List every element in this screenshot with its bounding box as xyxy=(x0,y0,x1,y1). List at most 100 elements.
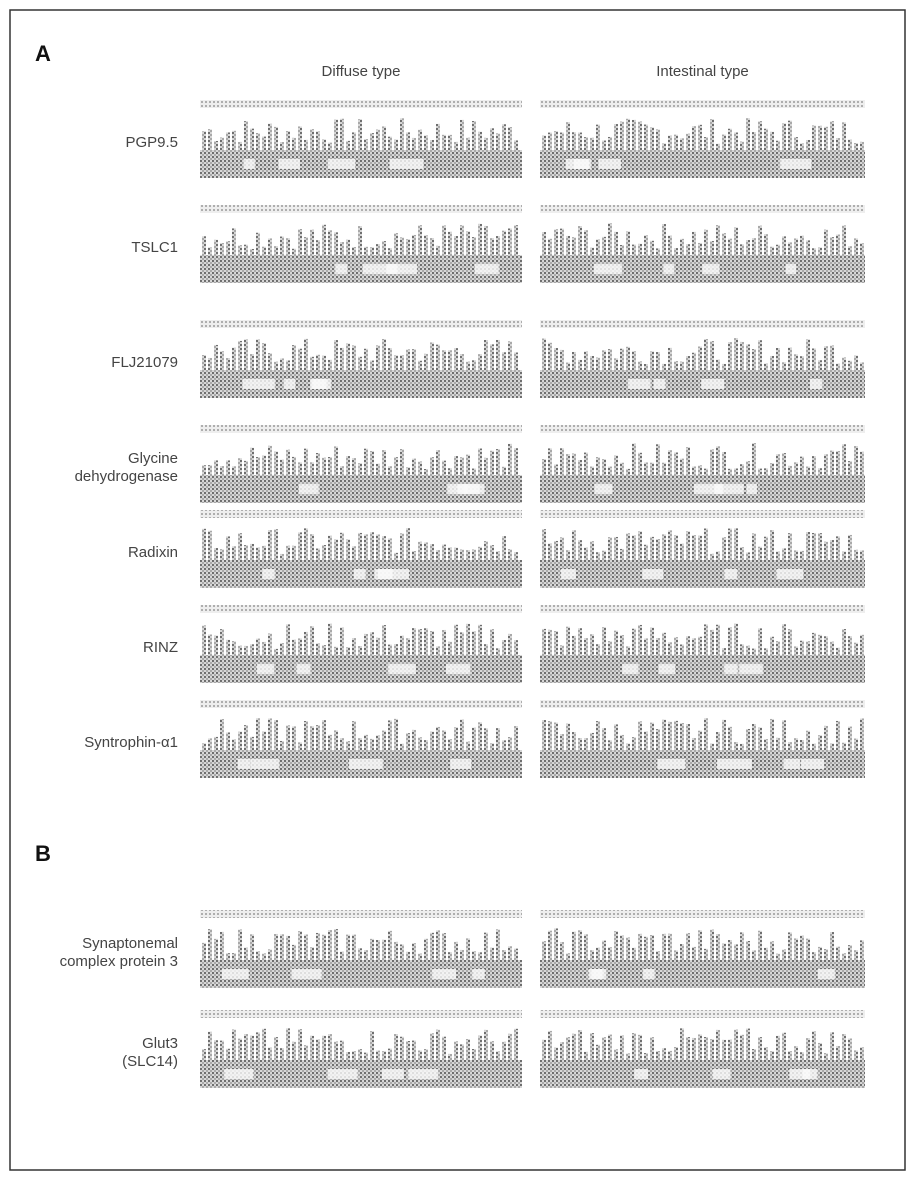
blot-lane xyxy=(472,237,476,255)
blot-lane xyxy=(692,353,696,370)
blot-lane xyxy=(394,233,398,255)
blot-lane xyxy=(752,724,756,750)
blot-lane xyxy=(716,934,720,960)
blot-lane xyxy=(824,542,828,560)
blot-lane xyxy=(770,463,774,475)
blot-lane xyxy=(566,122,570,150)
blot-lane xyxy=(806,641,810,655)
blot-lane xyxy=(740,644,744,655)
blot-lane xyxy=(472,121,476,150)
blot-lane xyxy=(220,719,224,750)
blot-lane xyxy=(830,642,834,655)
blot-lane xyxy=(376,735,380,750)
blot-lane xyxy=(650,351,654,370)
blot-lane xyxy=(638,1035,642,1060)
blot-lane xyxy=(370,133,374,150)
blot-lane xyxy=(824,1053,828,1060)
blot-lane xyxy=(704,624,708,655)
blot-lane xyxy=(448,1054,452,1060)
blot-lane xyxy=(704,529,708,560)
blot-lane xyxy=(728,1040,732,1060)
blot-lane xyxy=(782,720,786,750)
blot-lane xyxy=(370,532,374,560)
blot-lane xyxy=(602,1037,606,1060)
blot-lane xyxy=(830,743,834,750)
blot-lane xyxy=(560,646,564,655)
blot-spot xyxy=(642,569,663,579)
blot-lane xyxy=(734,624,738,655)
blot-lane xyxy=(590,950,594,960)
blot-lane xyxy=(292,640,296,655)
blot-lane xyxy=(728,727,732,750)
blot-lane xyxy=(656,130,660,150)
blot-lane xyxy=(436,930,440,960)
blot-lane xyxy=(848,461,852,475)
blot-lane xyxy=(490,128,494,150)
blot-lane xyxy=(818,735,822,750)
blot-lane xyxy=(364,349,368,370)
blot-lane xyxy=(214,1040,218,1060)
blot-lane xyxy=(734,227,738,255)
blot-lane xyxy=(584,548,588,560)
blot-lane xyxy=(514,140,518,150)
blot-lane xyxy=(244,545,248,560)
blot-lane xyxy=(728,342,732,370)
blot-lane xyxy=(424,939,428,960)
blot-spot xyxy=(780,159,811,169)
blot-band xyxy=(540,655,865,683)
blot-lane xyxy=(448,952,452,960)
blot-lane xyxy=(650,935,654,960)
blot-lane xyxy=(764,537,768,560)
blot-lane xyxy=(704,949,708,960)
blot-spot xyxy=(818,969,835,979)
blot-lane xyxy=(812,456,816,475)
blot-lane xyxy=(638,625,642,655)
blot-lane xyxy=(722,452,726,475)
blot-lane xyxy=(758,931,762,960)
blot-lane xyxy=(572,454,576,475)
blot-lane xyxy=(656,729,660,750)
blot-lane xyxy=(644,639,648,655)
blot-lane xyxy=(554,348,558,370)
blot-lane xyxy=(286,624,290,655)
blot-lane xyxy=(728,940,732,960)
blot-lane xyxy=(370,1031,374,1060)
blot-lane xyxy=(740,244,744,255)
blot-band xyxy=(200,655,522,683)
blot-lane xyxy=(578,133,582,150)
blot-lane xyxy=(584,1052,588,1060)
blot-lane xyxy=(286,546,290,560)
blot-lane xyxy=(566,1037,570,1060)
blot-lane xyxy=(836,721,840,750)
blot-lane xyxy=(542,941,546,960)
blot-lane xyxy=(560,229,564,255)
blot-lane xyxy=(478,1036,482,1060)
blot-lane xyxy=(382,450,386,475)
blot-lane xyxy=(334,340,338,370)
blot-lane xyxy=(668,934,672,960)
blot-lane xyxy=(734,944,738,960)
blot-lane xyxy=(614,232,618,255)
blot-lane xyxy=(650,723,654,750)
row-label: Glycine xyxy=(128,450,178,467)
blot-lane xyxy=(632,120,636,150)
blot-lane xyxy=(490,629,494,655)
blot-lane xyxy=(746,941,750,960)
blot-lane xyxy=(656,638,660,655)
blot-lane xyxy=(656,444,660,475)
blot-lane xyxy=(286,726,290,750)
blot-spot xyxy=(386,264,417,274)
blot-lane xyxy=(460,632,464,655)
blot-lane xyxy=(650,241,654,255)
blot-lane xyxy=(274,127,278,150)
blot-lane xyxy=(406,952,410,960)
blot-lane xyxy=(800,641,804,655)
blot-lane xyxy=(238,142,242,150)
blot-lane xyxy=(502,124,506,150)
blot-lane xyxy=(214,460,218,475)
blot-top-strip xyxy=(200,320,522,328)
blot-lane xyxy=(298,742,302,750)
row-label: Glut3 xyxy=(142,1035,178,1052)
blot-lane xyxy=(662,463,666,475)
blot-lane xyxy=(412,349,416,370)
